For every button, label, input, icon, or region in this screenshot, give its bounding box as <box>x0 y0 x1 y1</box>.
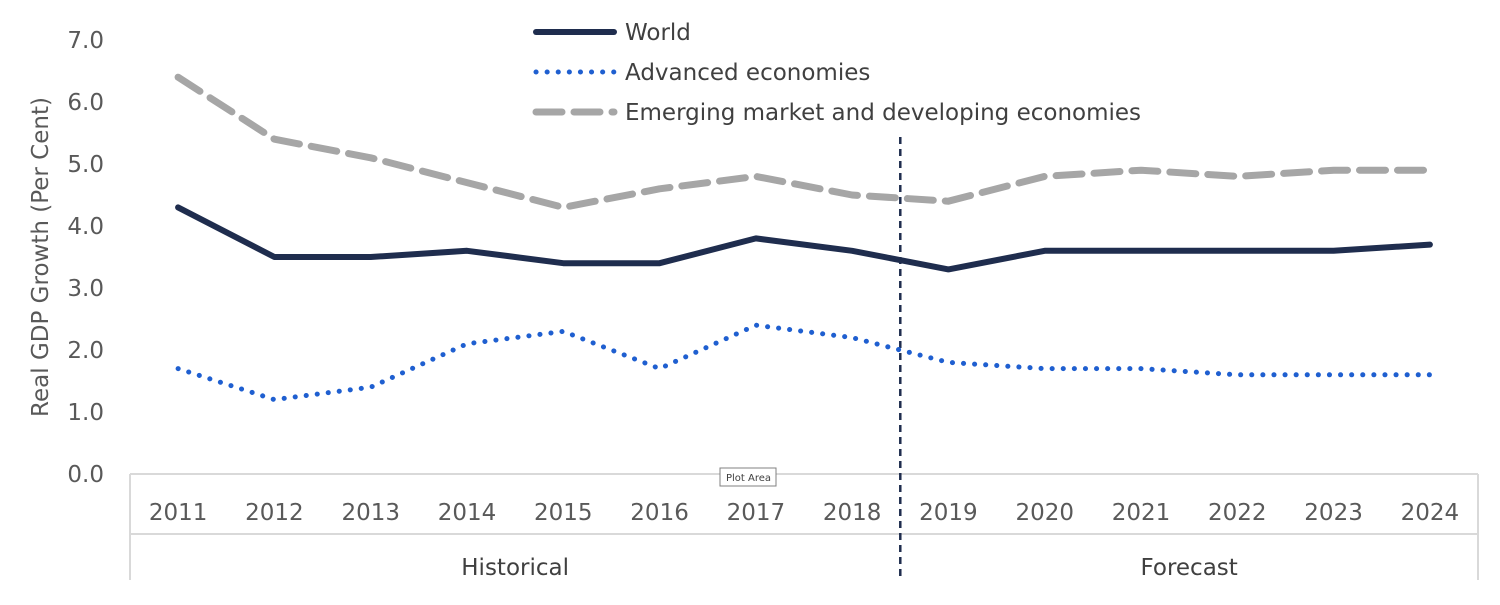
y-tick-label: 0.0 <box>67 462 104 488</box>
y-tick-label: 5.0 <box>67 152 104 178</box>
legend-label-world: World <box>625 20 691 46</box>
y-tick-label: 1.0 <box>67 400 104 426</box>
series-line-emerging-market-and-developing-economies <box>174 73 1434 211</box>
legend: World Advanced economies Emerging market a… <box>532 20 1141 126</box>
series-layer <box>174 73 1434 403</box>
plot-area-tooltip: Plot Area <box>719 467 777 487</box>
x-tick-label: 2018 <box>823 500 882 526</box>
x-group-label: Historical <box>461 555 569 581</box>
x-tick-label: 2012 <box>245 500 304 526</box>
plot-area-tooltip-box <box>719 467 777 487</box>
x-tick-label: 2014 <box>438 500 497 526</box>
x-tick-label: 2011 <box>149 500 208 526</box>
y-tick-label: 4.0 <box>67 214 104 240</box>
legend-label-emerging-market-and-developing-economies: Emerging market and developing economies <box>625 100 1141 126</box>
series-line-world <box>175 204 1433 273</box>
x-tick-label: 2016 <box>630 500 689 526</box>
plot-area-tooltip-label: Plot Area <box>726 473 771 484</box>
x-tick-label: 2019 <box>919 500 978 526</box>
x-tick-label: 2015 <box>534 500 593 526</box>
y-tick-label: 3.0 <box>67 276 104 302</box>
x-group-label: Forecast <box>1140 555 1237 581</box>
x-tick-label: 2021 <box>1112 500 1171 526</box>
x-tick-label: 2023 <box>1304 500 1363 526</box>
legend-label-advanced-economies: Advanced economies <box>625 60 870 86</box>
x-tick-label: 2013 <box>341 500 400 526</box>
y-tick-label: 6.0 <box>67 90 104 116</box>
x-tick-label: 2020 <box>1015 500 1074 526</box>
y-tick-label: 7.0 <box>67 28 104 54</box>
x-tick-label: 2024 <box>1401 500 1460 526</box>
x-tick-label: 2022 <box>1208 500 1267 526</box>
x-tick-label: 2017 <box>727 500 786 526</box>
y-tick-label: 2.0 <box>67 338 104 364</box>
axes: 0.0 1.0 2.0 3.0 4.0 5.0 6.0 7.0 Real GDP Growth … <box>28 28 1479 581</box>
series-line-advanced-economies <box>175 322 1433 403</box>
y-axis-label: Real GDP Growth (Per Cent) <box>28 97 54 417</box>
